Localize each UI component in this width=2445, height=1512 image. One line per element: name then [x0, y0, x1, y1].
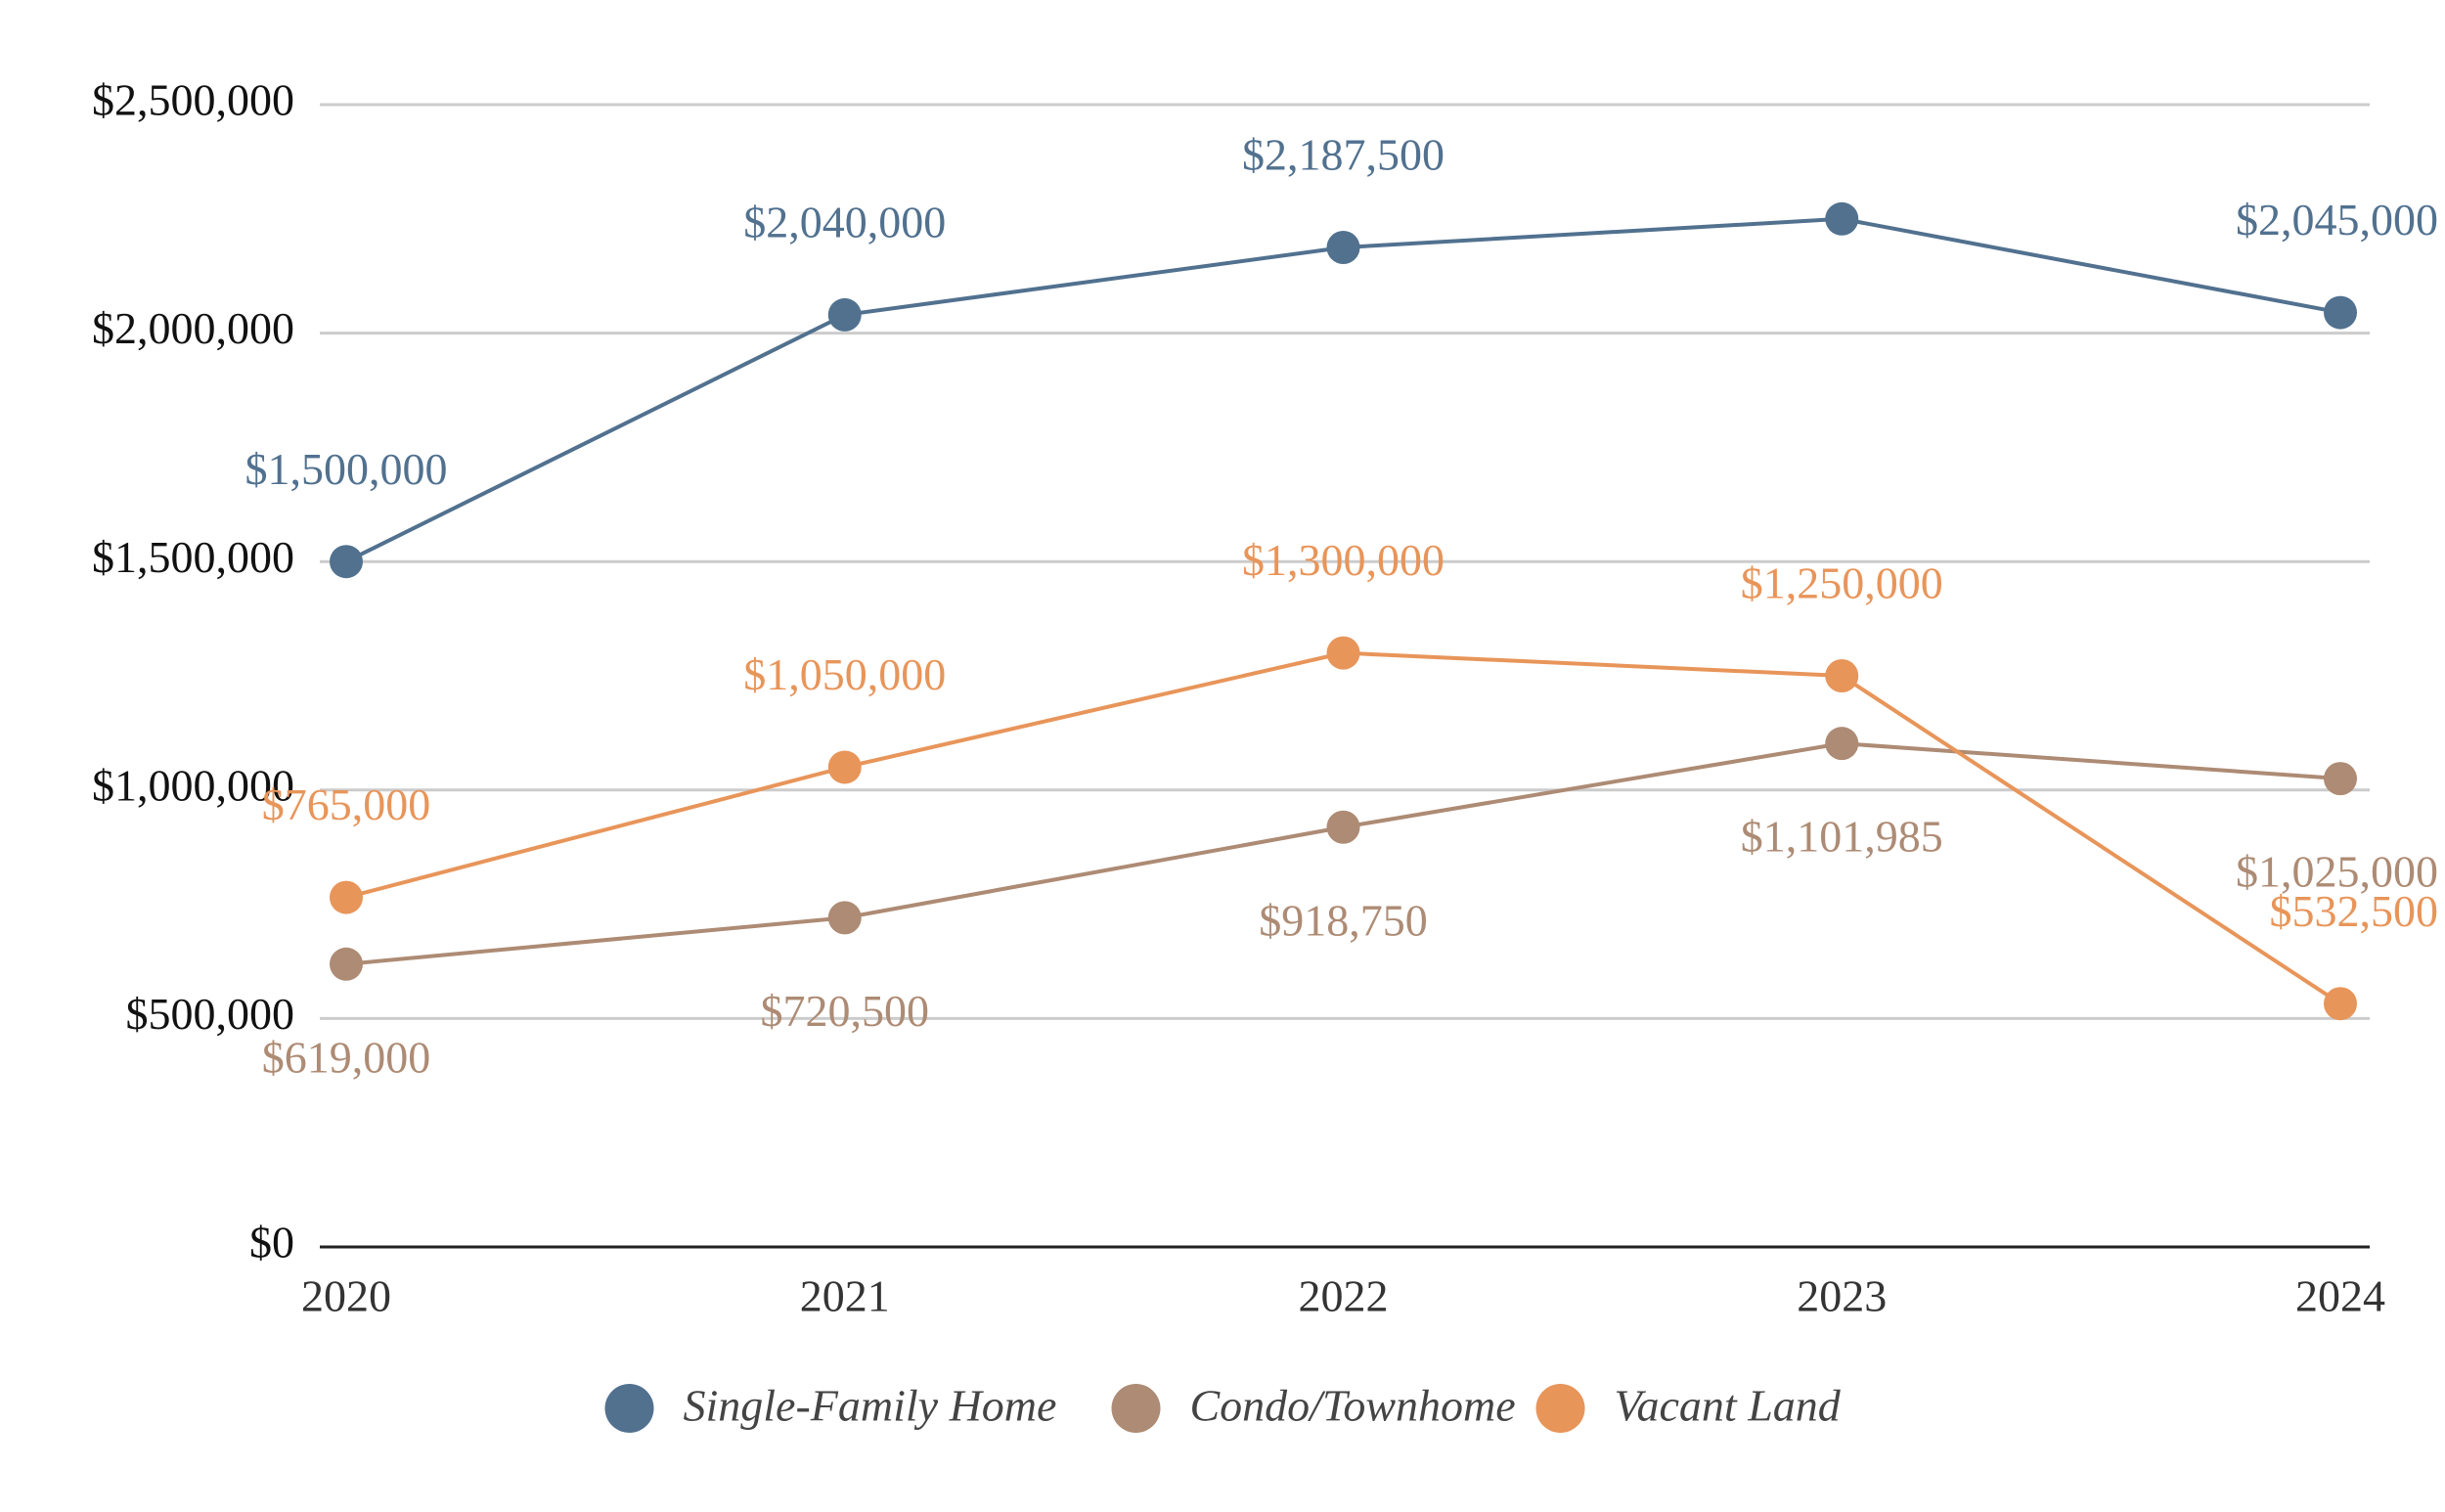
data-label: $1,050,000 [743, 649, 946, 699]
legend: Single-Family Home Condo/Townhome Vacant L… [604, 1381, 1842, 1433]
data-point [2324, 295, 2357, 330]
data-label: $532,500 [2270, 886, 2439, 936]
data-label: $2,045,000 [2236, 195, 2438, 245]
x-tick-label: 2023 [1797, 1271, 1887, 1321]
y-tick-label: $1,500,000 [92, 532, 294, 582]
data-label: $619,000 [262, 1032, 431, 1082]
data-point [827, 901, 862, 935]
y-tick-label: $0 [249, 1218, 294, 1267]
data-label: $765,000 [262, 779, 431, 829]
data-label: $1,101,985 [1741, 812, 1943, 862]
x-tick-label: 2024 [2295, 1271, 2385, 1321]
legend-label: Condo/Townhome [1190, 1381, 1516, 1431]
data-point [1825, 659, 1859, 692]
y-tick-label: $2,500,000 [92, 75, 294, 125]
data-label: $1,500,000 [245, 444, 448, 494]
legend-marker [604, 1384, 654, 1433]
data-label: $2,040,000 [743, 197, 946, 246]
legend-label: Vacant Land [1615, 1381, 1842, 1431]
data-point [1326, 636, 1360, 670]
data-point [827, 297, 862, 332]
series-line [345, 216, 2341, 563]
data-point [2324, 987, 2357, 1021]
data-label: $918,750 [1259, 895, 1428, 945]
legend-marker [1535, 1384, 1585, 1433]
data-point [827, 750, 862, 784]
data-label: $720,500 [761, 986, 930, 1036]
data-point [330, 880, 363, 914]
data-point [1825, 727, 1859, 761]
data-point [1825, 201, 1859, 236]
data-point [2324, 762, 2357, 796]
data-point [1326, 231, 1360, 264]
y-tick-label: $2,000,000 [92, 303, 294, 353]
x-tick-label: 2020 [301, 1271, 391, 1321]
data-point [330, 545, 363, 579]
y-tick-label: $1,000,000 [92, 760, 294, 810]
data-label: $1,300,000 [1242, 535, 1445, 585]
legend-label: Single-Family Home [684, 1381, 1057, 1431]
data-point [1326, 810, 1360, 844]
x-tick-label: 2021 [800, 1271, 890, 1321]
y-tick-label: $500,000 [126, 989, 295, 1039]
data-point [330, 947, 363, 981]
data-label: $1,025,000 [2236, 847, 2438, 897]
legend-marker [1111, 1384, 1161, 1433]
data-label: $1,250,000 [1741, 558, 1943, 608]
x-tick-label: 2022 [1299, 1271, 1389, 1321]
data-label: $2,187,500 [1242, 130, 1445, 180]
